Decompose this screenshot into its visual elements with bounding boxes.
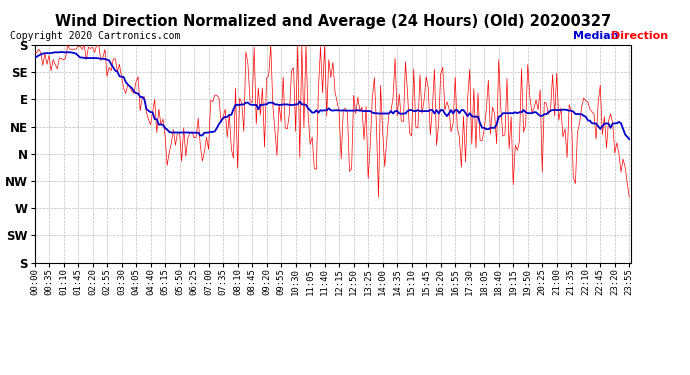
Text: Direction: Direction <box>611 32 668 41</box>
Text: Copyright 2020 Cartronics.com: Copyright 2020 Cartronics.com <box>10 32 181 41</box>
Text: Median: Median <box>573 32 618 41</box>
Title: Wind Direction Normalized and Average (24 Hours) (Old) 20200327: Wind Direction Normalized and Average (2… <box>55 13 611 28</box>
